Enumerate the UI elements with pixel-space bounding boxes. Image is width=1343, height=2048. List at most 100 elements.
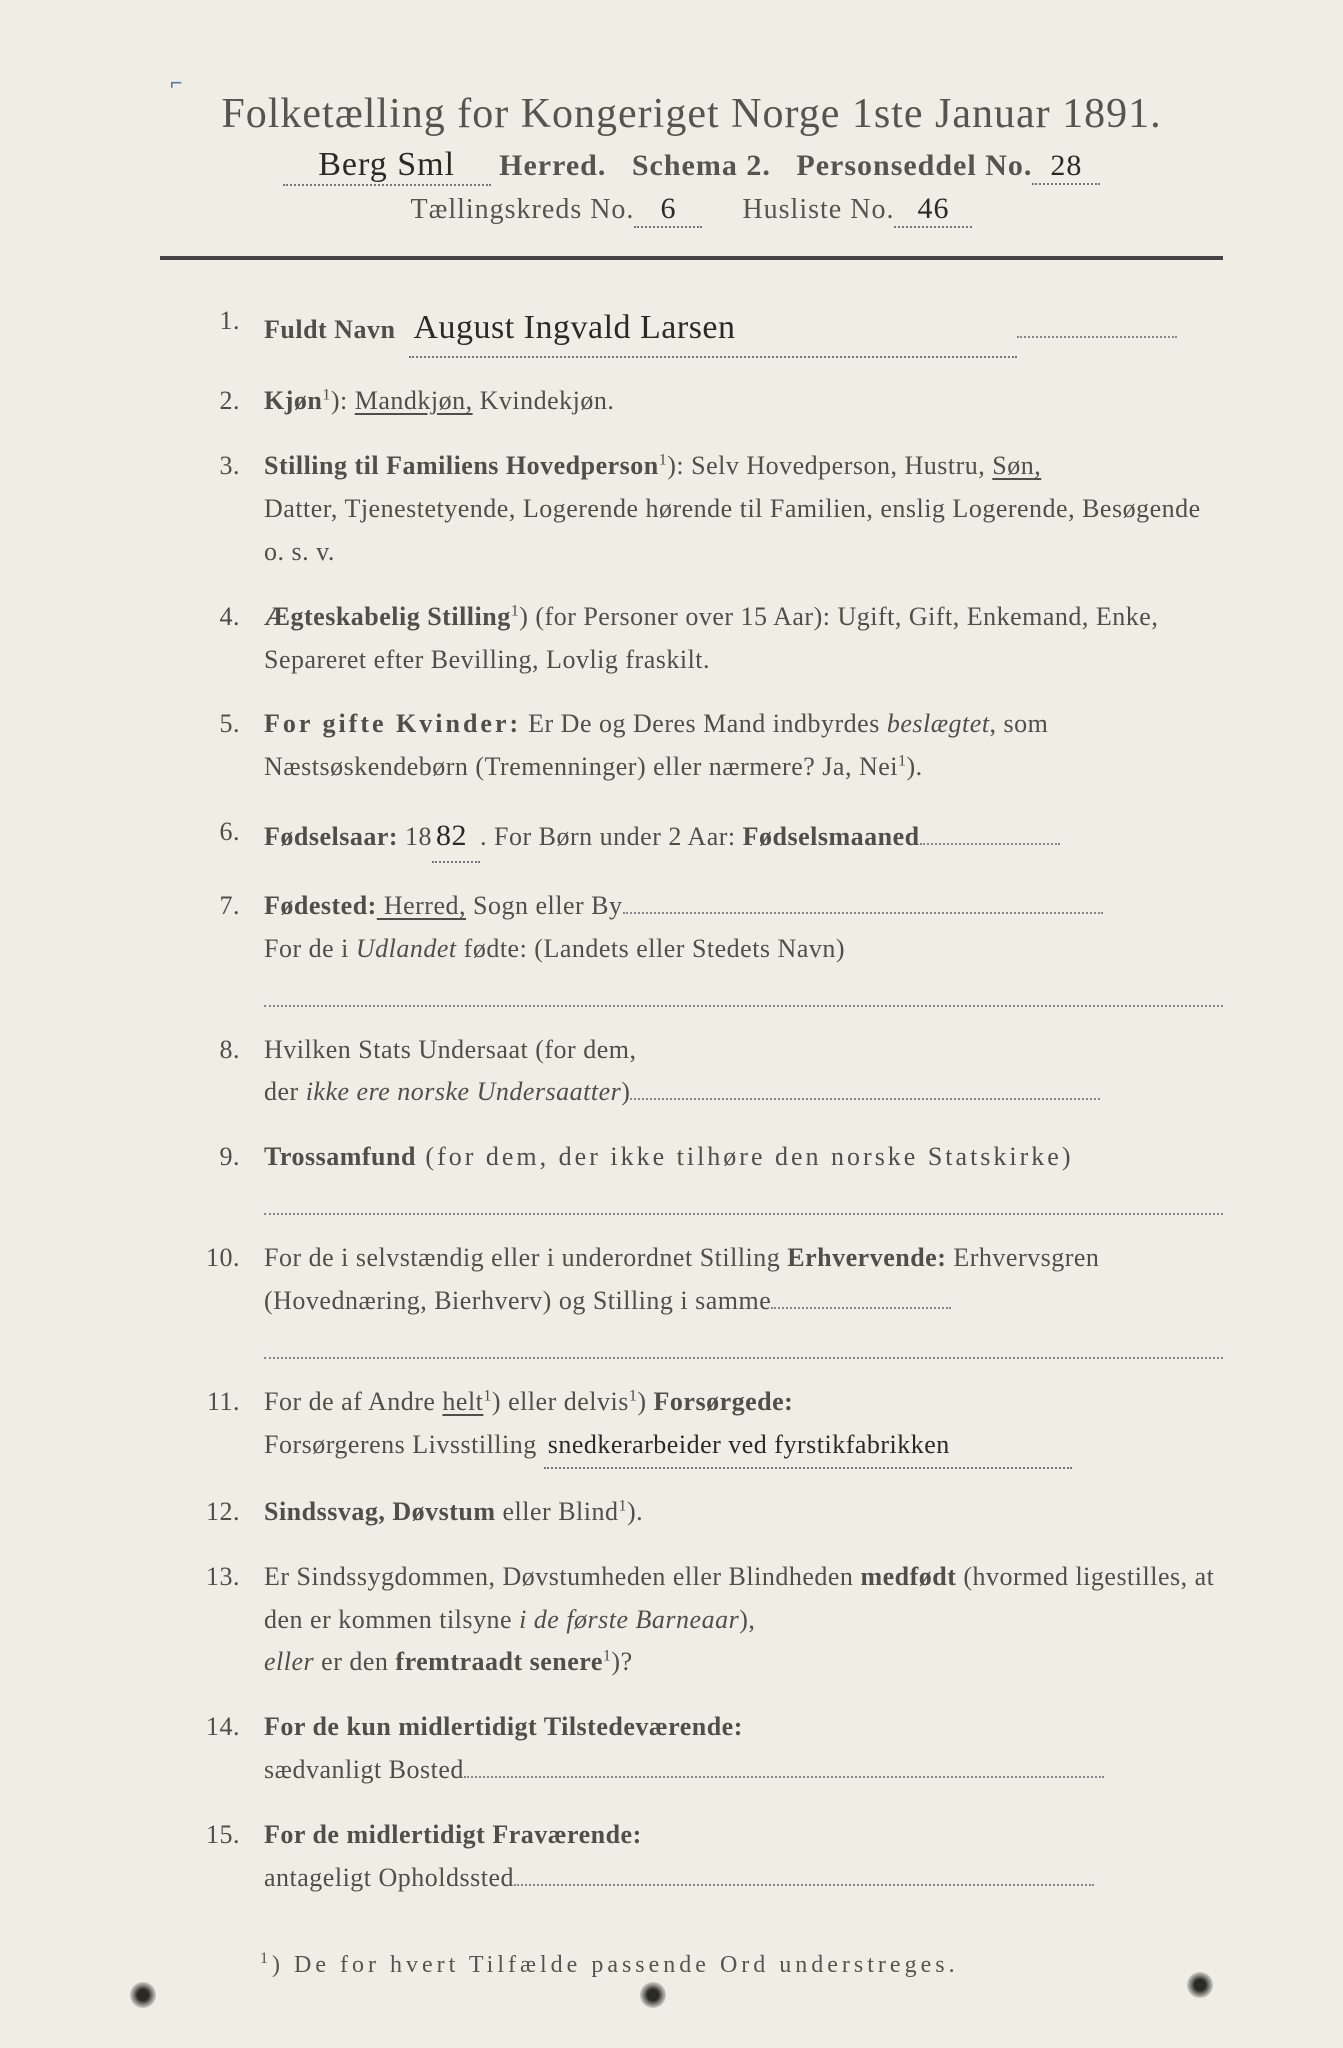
q13-d: ), (739, 1605, 755, 1634)
item-number: 12. (180, 1491, 264, 1534)
form-items: 1. Fuldt Navn August Ingvald Larsen 2. K… (160, 300, 1223, 1900)
q3-line2: Datter, Tjenestetyende, Logerende hørend… (264, 494, 1201, 523)
person-label: Personseddel No. (796, 149, 1032, 182)
item-number: 6. (180, 811, 264, 854)
q13-i: i de første Barneaar (519, 1605, 739, 1634)
item-number: 3. (180, 445, 264, 488)
dotted-line (264, 1329, 1223, 1359)
punch-hole-icon (130, 1982, 156, 2008)
q9-rest: (for dem, der ikke tilhøre den norske St… (416, 1142, 1074, 1171)
q12-label: Sindssvag, Døvstum (264, 1497, 496, 1526)
item-6: 6. Fødselsaar: 1882. For Børn under 2 Aa… (180, 811, 1223, 863)
item-14: 14. For de kun midlertidigt Tilstedevære… (180, 1706, 1223, 1792)
q7-underlined: Herred, (377, 891, 466, 920)
herred-label: Herred. (499, 149, 606, 182)
q12-rest: eller Blind (496, 1497, 619, 1526)
q13-f: er den (314, 1647, 395, 1676)
punch-hole-icon (640, 1982, 666, 2008)
q3-label: Stilling til Familiens Hovedperson (264, 451, 659, 480)
q14-label: For de kun midlertidigt Tilstedeværende: (264, 1712, 743, 1741)
sup: 1 (511, 602, 520, 619)
q11-a: For de af Andre (264, 1387, 442, 1416)
q11-c: ) (637, 1387, 653, 1416)
husliste-label: Husliste No. (742, 194, 894, 225)
q7-label: Fødested: (264, 891, 377, 920)
item-number: 1. (180, 300, 264, 343)
q5-end: ). (907, 752, 923, 781)
item-11: 11. For de af Andre helt1) eller delvis1… (180, 1381, 1223, 1469)
item-number: 15. (180, 1814, 264, 1857)
item-number: 5. (180, 703, 264, 746)
q8-a: Hvilken Stats Undersaat (for dem, (264, 1035, 636, 1064)
item-13: 13. Er Sindssygdommen, Døvstumheden elle… (180, 1556, 1223, 1685)
item-9: 9. Trossamfund (for dem, der ikke tilhør… (180, 1136, 1223, 1215)
herred-handwritten: Berg Sml (283, 146, 491, 186)
q7-line2a: For de i (264, 934, 356, 963)
dotted-line (264, 977, 1223, 1007)
q7-rest: Sogn eller By (466, 891, 623, 920)
item-number: 13. (180, 1556, 264, 1599)
q6-label2: Fødselsmaaned (743, 822, 920, 851)
sup: 1 (659, 451, 668, 468)
item-number: 8. (180, 1029, 264, 1072)
census-form-page: ⌐ Folketælling for Kongeriget Norge 1ste… (0, 0, 1343, 2048)
q8-c: ) (621, 1077, 630, 1106)
q11-d: Forsørgede: (654, 1387, 794, 1416)
q13-g: fremtraadt senere (395, 1647, 603, 1676)
q11-handwritten: snedkerarbeider ved fyrstikfabrikken (544, 1424, 1072, 1469)
q5-i1: beslægtet (887, 709, 990, 738)
q3-underlined: Søn, (992, 451, 1041, 480)
q6-prefix: 18 (398, 822, 432, 851)
item-4: 4. Ægteskabelig Stilling1) (for Personer… (180, 596, 1223, 682)
q6-mid: . For Børn under 2 Aar: (480, 822, 743, 851)
q1-handwritten-name: August Ingvald Larsen (409, 300, 1017, 358)
sup: 1 (322, 386, 331, 403)
sup: 1 (619, 1497, 628, 1514)
schema-label: Schema 2. (632, 149, 771, 182)
item-8: 8. Hvilken Stats Undersaat (for dem, der… (180, 1029, 1223, 1115)
corner-mark: ⌐ (170, 70, 183, 96)
item-number: 11. (180, 1381, 264, 1424)
q11-u: helt (442, 1387, 483, 1416)
header-line-3: Tællingskreds No.6 Husliste No.46 (160, 192, 1223, 228)
item-5: 5. For gifte Kvinder: Er De og Deres Man… (180, 703, 1223, 789)
sup: 1 (483, 1387, 492, 1404)
q15-label: For de midlertidigt Fraværende: (264, 1820, 642, 1849)
item-number: 4. (180, 596, 264, 639)
q10-b: Erhvervende: (787, 1243, 946, 1272)
item-12: 12. Sindssvag, Døvstum eller Blind1). (180, 1491, 1223, 1534)
header-line-2: Berg Sml Herred. Schema 2. Personseddel … (160, 146, 1223, 186)
q1-label: Fuldt Navn (264, 315, 395, 344)
q11-line2: Forsørgerens Livsstilling (264, 1430, 537, 1459)
q7-line2i: Udlandet (356, 934, 457, 963)
q7-line2b: fødte: (Landets eller Stedets Navn) (457, 934, 845, 963)
item-number: 14. (180, 1706, 264, 1749)
item-number: 2. (180, 380, 264, 423)
person-no-handwritten: 28 (1032, 149, 1100, 185)
q8-b: der (264, 1077, 306, 1106)
q5-a: Er De og Deres Mand indbyrdes (521, 709, 887, 738)
q11-b: ) eller delvis (492, 1387, 629, 1416)
q2-label: Kjøn (264, 386, 322, 415)
q6-year-handwritten: 82 (432, 811, 480, 863)
dotted-line (264, 1185, 1223, 1215)
q3-line1a: Selv Hovedperson, Hustru, (691, 451, 992, 480)
item-2: 2. Kjøn1): Mandkjøn, Kvindekjøn. (180, 380, 1223, 423)
footnote-text: ) De for hvert Tilfælde passende Ord und… (272, 1952, 959, 1978)
sup: 1 (898, 753, 907, 770)
kreds-no-handwritten: 6 (634, 192, 702, 228)
item-1: 1. Fuldt Navn August Ingvald Larsen (180, 300, 1223, 358)
q13-b: medfødt (860, 1562, 956, 1591)
item-15: 15. For de midlertidigt Fraværende: anta… (180, 1814, 1223, 1900)
q15-line2: antageligt Opholdssted (264, 1863, 514, 1892)
q5-label: For gifte Kvinder: (264, 709, 521, 738)
q13-h: )? (611, 1647, 632, 1676)
q13-e: eller (264, 1647, 314, 1676)
q12-end: ). (627, 1497, 643, 1526)
q2-underlined: Mandkjøn, (355, 386, 473, 415)
item-number: 10. (180, 1237, 264, 1280)
q14-line2: sædvanligt Bosted (264, 1755, 464, 1784)
q8-i: ikke ere norske Undersaatter (306, 1077, 622, 1106)
item-7: 7. Fødested: Herred, Sogn eller By For d… (180, 885, 1223, 1007)
q4-paren: (for Personer over 15 Aar): (528, 602, 837, 631)
